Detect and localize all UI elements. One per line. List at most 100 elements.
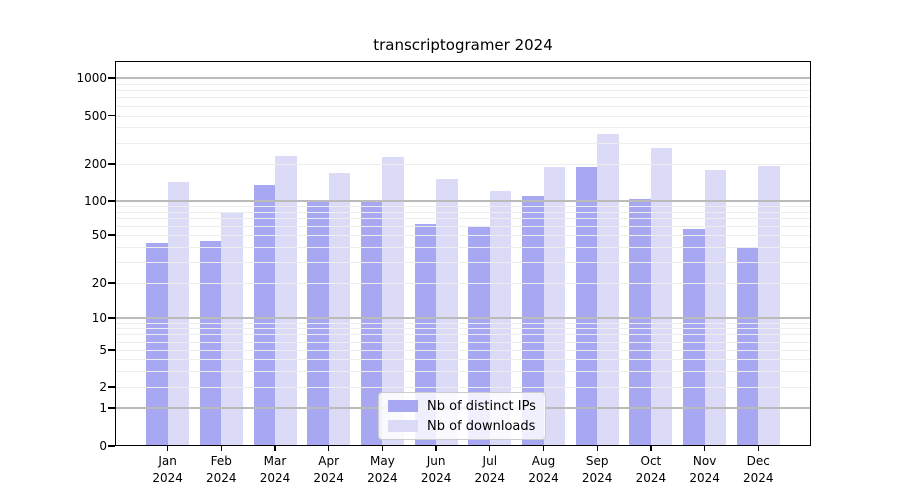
x-tick-year: 2024 bbox=[420, 471, 452, 485]
x-tick-label: Jan 2024 bbox=[136, 453, 200, 487]
x-tick-month: Apr bbox=[318, 454, 340, 468]
chart-title: transcriptogramer 2024 bbox=[373, 36, 553, 54]
gridline-major bbox=[115, 317, 811, 319]
x-tick-label: Apr 2024 bbox=[297, 453, 361, 487]
x-tick bbox=[542, 446, 545, 451]
y-tick bbox=[108, 77, 115, 79]
gridline-minor bbox=[115, 341, 811, 343]
gridline-major bbox=[115, 200, 811, 202]
x-tick-month: Dec bbox=[746, 454, 770, 468]
y-tick-label: 2 bbox=[99, 380, 107, 394]
x-tick-label: Oct 2024 bbox=[619, 453, 683, 487]
y-tick bbox=[108, 317, 115, 319]
bar-downloads bbox=[543, 167, 565, 446]
bar-downloads bbox=[328, 173, 351, 446]
x-tick-year: 2024 bbox=[259, 471, 291, 485]
x-tick bbox=[166, 446, 169, 451]
x-tick-month: May bbox=[369, 454, 395, 468]
bar-downloads bbox=[382, 157, 404, 446]
gridline-minor bbox=[115, 261, 811, 263]
x-tick-year: 2024 bbox=[474, 471, 506, 485]
bar-downloads bbox=[167, 181, 190, 446]
x-tick bbox=[220, 446, 222, 451]
x-tick bbox=[703, 446, 706, 451]
x-tick bbox=[489, 446, 491, 451]
y-tick-label: 100 bbox=[84, 194, 107, 208]
gridline-minor bbox=[115, 350, 811, 351]
x-tick-year: 2024 bbox=[689, 471, 720, 485]
y-tick bbox=[108, 163, 115, 165]
y-tick bbox=[108, 282, 115, 284]
y-tick-label: 0 bbox=[99, 439, 107, 453]
bar-distinct-ips bbox=[736, 248, 759, 446]
gridline-minor bbox=[115, 105, 811, 107]
x-tick-year: 2024 bbox=[152, 471, 183, 485]
y-tick-label: 50 bbox=[91, 228, 107, 242]
gridline-minor bbox=[115, 387, 811, 388]
x-tick bbox=[328, 446, 330, 451]
x-tick-label: Aug 2024 bbox=[512, 453, 576, 487]
y-tick bbox=[108, 445, 115, 447]
gridline-minor bbox=[115, 142, 811, 144]
x-tick bbox=[650, 446, 652, 451]
x-tick-month: Mar bbox=[263, 454, 287, 468]
gridline-minor bbox=[115, 359, 811, 360]
bar-downloads bbox=[758, 166, 780, 446]
x-tick bbox=[381, 446, 384, 451]
gridline-minor bbox=[115, 83, 811, 85]
y-tick bbox=[108, 349, 115, 351]
y-tick bbox=[108, 386, 115, 388]
x-tick-label: Sep 2024 bbox=[565, 453, 629, 487]
bar-distinct-ips bbox=[468, 226, 490, 446]
x-tick-label: Feb 2024 bbox=[189, 453, 253, 487]
y-tick bbox=[108, 114, 115, 117]
y-tick bbox=[108, 234, 115, 236]
bar-distinct-ips bbox=[146, 242, 168, 446]
y-tick bbox=[108, 200, 115, 202]
x-tick-month: Nov bbox=[692, 454, 717, 468]
gridline-minor bbox=[115, 90, 811, 92]
gridline-minor bbox=[115, 370, 811, 372]
gridline-minor bbox=[115, 211, 811, 213]
x-tick-month: Jun bbox=[426, 454, 446, 468]
legend-swatch-downloads bbox=[388, 420, 418, 432]
x-tick-label: Dec 2024 bbox=[726, 453, 790, 487]
gridline-minor bbox=[115, 226, 811, 228]
y-tick bbox=[108, 407, 115, 409]
x-tick bbox=[435, 446, 437, 451]
bar-downloads bbox=[275, 155, 297, 446]
gridline-minor bbox=[115, 127, 811, 129]
gridline-minor bbox=[115, 164, 811, 165]
x-tick-month: Sep bbox=[585, 454, 609, 468]
gridline-minor bbox=[115, 235, 811, 236]
bar-downloads bbox=[704, 169, 727, 446]
y-tick-label: 500 bbox=[84, 108, 107, 123]
legend-label-downloads: Nb of downloads bbox=[427, 418, 536, 434]
y-tick-label: 20 bbox=[91, 276, 107, 290]
x-tick-label: Nov 2024 bbox=[673, 453, 737, 487]
x-tick-label: Mar 2024 bbox=[243, 453, 307, 487]
x-tick-year: 2024 bbox=[635, 471, 667, 485]
x-tick-label: Jun 2024 bbox=[404, 453, 468, 487]
bar-distinct-ips bbox=[199, 240, 222, 446]
gridline-major bbox=[115, 77, 811, 79]
x-tick-month: Feb bbox=[210, 454, 232, 468]
legend-item-downloads: Nb of downloads bbox=[379, 419, 545, 434]
x-tick-year: 2024 bbox=[743, 471, 774, 485]
x-tick bbox=[596, 446, 598, 451]
bar-downloads bbox=[436, 179, 458, 446]
gridline-minor bbox=[115, 115, 811, 117]
gridline-minor bbox=[115, 328, 811, 330]
bar-downloads bbox=[597, 133, 619, 446]
gridline-minor bbox=[115, 218, 811, 220]
bar-distinct-ips bbox=[629, 199, 651, 446]
gridline-minor bbox=[115, 246, 811, 248]
x-tick-year: 2024 bbox=[528, 471, 559, 485]
x-tick-month: Aug bbox=[531, 454, 556, 468]
y-tick-label: 10 bbox=[91, 311, 107, 325]
y-tick-label: 1 bbox=[99, 401, 107, 415]
gridline-minor bbox=[115, 206, 811, 208]
